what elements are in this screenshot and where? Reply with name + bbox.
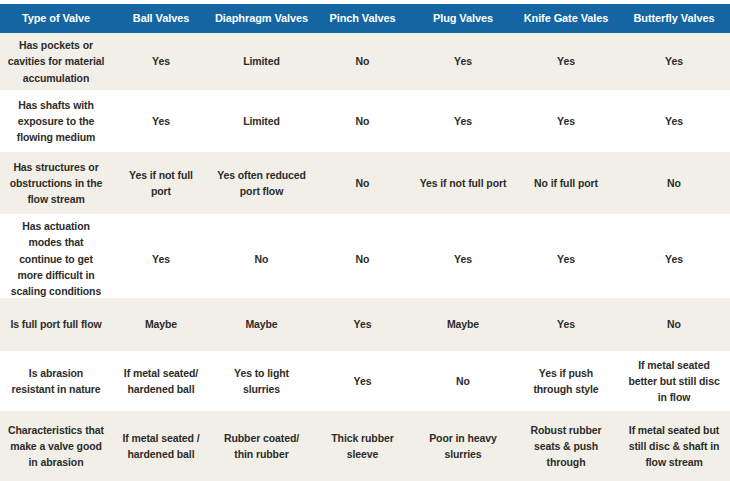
table-row: Characteristics that make a valve good i… [0, 411, 730, 481]
table-cell: Yes [112, 214, 210, 303]
table-cell: No [313, 152, 412, 214]
table-cell: If metal seated better but still disc in… [618, 351, 730, 411]
table-row: Has structures or obstructions in the fl… [0, 152, 730, 214]
table-cell: Maybe [112, 298, 210, 351]
column-header-butterfly-valves: Butterfly Valves [618, 4, 730, 33]
column-header-type-of-valve: Type of Valve [0, 4, 112, 33]
table-cell: Yes [112, 33, 210, 90]
row-label: Is abrasion resistant in nature [0, 351, 112, 411]
row-label: Has structures or obstructions in the fl… [0, 152, 112, 214]
table-cell: Yes to light slurries [210, 351, 313, 411]
table-row: Is abrasion resistant in nature If metal… [0, 351, 730, 411]
table-cell: No [412, 351, 514, 411]
table-cell: If metal seated / hardened ball [112, 411, 210, 481]
table-cell: Yes [514, 33, 618, 90]
table-cell: If metal seated/ hardened ball [112, 351, 210, 411]
column-header-ball-valves: Ball Valves [112, 4, 210, 33]
table-cell: No [618, 298, 730, 351]
row-label: Characteristics that make a valve good i… [0, 411, 112, 481]
table-cell: Yes [412, 90, 514, 152]
table-cell: Yes [412, 33, 514, 90]
table-cell: Poor in heavy slurries [412, 411, 514, 481]
table-cell: Thick rubber sleeve [313, 411, 412, 481]
table-cell: Yes [313, 298, 412, 351]
column-header-diaphragm-valves: Diaphragm Valves [210, 4, 313, 33]
table-cell: Yes [412, 214, 514, 303]
table-cell: Yes [313, 351, 412, 411]
table-cell: No [313, 33, 412, 90]
table-cell: Limited [210, 33, 313, 90]
table-header-row: Type of Valve Ball Valves Diaphragm Valv… [0, 4, 730, 33]
table-cell: No [313, 90, 412, 152]
table-cell: Limited [210, 90, 313, 152]
table-cell: No if full port [514, 152, 618, 214]
row-label: Is full port full flow [0, 298, 112, 351]
table-cell: No [313, 214, 412, 303]
table-cell: Yes if not full port [112, 152, 210, 214]
table-cell: Yes [618, 90, 730, 152]
table-row: Has shafts with exposure to the flowing … [0, 90, 730, 152]
table-cell: Yes [618, 33, 730, 90]
column-header-plug-valves: Plug Valves [412, 4, 514, 33]
valve-comparison-table: Type of Valve Ball Valves Diaphragm Valv… [0, 0, 730, 481]
table-row: Has actuation modes that continue to get… [0, 214, 730, 298]
table-cell: Yes if push through style [514, 351, 618, 411]
column-header-knife-gate-vales: Knife Gate Vales [514, 4, 618, 33]
table-cell: Yes often reduced port flow [210, 152, 313, 214]
table-cell: Yes if not full port [412, 152, 514, 214]
row-label: Has actuation modes that continue to get… [0, 214, 112, 303]
table-cell: Yes [514, 298, 618, 351]
table-cell: Yes [514, 214, 618, 303]
table-row: Is full port full flow Maybe Maybe Yes M… [0, 298, 730, 351]
table-cell: Yes [514, 90, 618, 152]
table-cell: Rubber coated/ thin rubber [210, 411, 313, 481]
row-label: Has pockets or cavities for material acc… [0, 33, 112, 90]
table-cell: Yes [618, 214, 730, 303]
table-row: Has pockets or cavities for material acc… [0, 33, 730, 90]
table-cell: Yes [112, 90, 210, 152]
table-cell: Maybe [210, 298, 313, 351]
table-cell: No [210, 214, 313, 303]
table-cell: If metal seated but still disc & shaft i… [618, 411, 730, 481]
table-cell: No [618, 152, 730, 214]
column-header-pinch-valves: Pinch Valves [313, 4, 412, 33]
row-label: Has shafts with exposure to the flowing … [0, 90, 112, 152]
table-cell: Robust rubber seats & push through [514, 411, 618, 481]
table-cell: Maybe [412, 298, 514, 351]
